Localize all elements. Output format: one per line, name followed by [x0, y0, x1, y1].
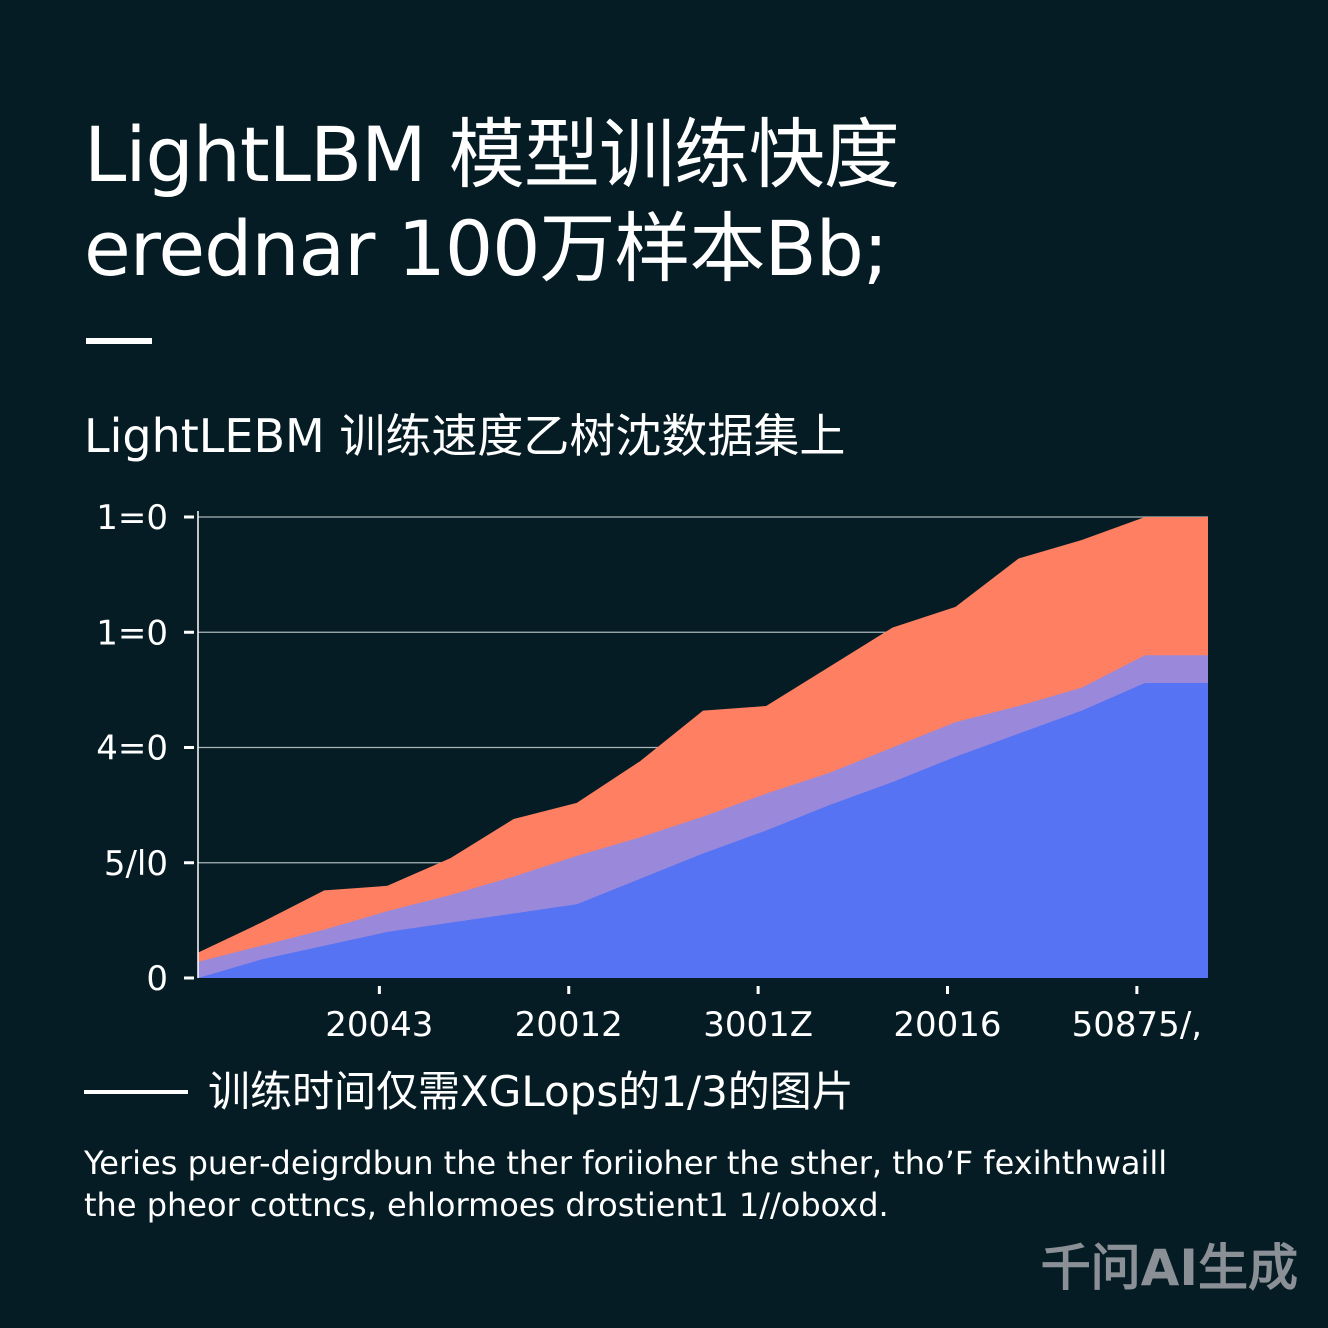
- area-chart: 0 5/l0 4=0 1=0 1=0 20043 20012 3001Z 20016 50875/…: [96, 498, 1208, 1045]
- watermark: 千问AI生成: [1040, 1239, 1298, 1297]
- y-tick-label-1: 5/l0: [104, 844, 168, 884]
- area-series-blue: [198, 682, 1208, 978]
- legend-caption: 训练时间仅需XGLops的1/3的图片: [84, 1066, 854, 1118]
- title-divider: [86, 338, 152, 344]
- x-tick-label-4: 50875/,: [1072, 1005, 1202, 1045]
- x-tick-label-1: 20012: [515, 1005, 623, 1045]
- x-tick-label-0: 20043: [325, 1005, 433, 1045]
- y-tick-label-2: 4=0: [96, 729, 168, 769]
- legend-caption-text: 训练时间仅需XGLops的1/3的图片: [208, 1067, 854, 1116]
- legend-line: [84, 1090, 188, 1094]
- y-tick-label-4: 1=0: [96, 498, 168, 538]
- x-tick-label-2: 3001Z: [703, 1005, 813, 1045]
- body-line-1: Yeries puer-deigrdbun the ther foriioher…: [84, 1144, 1168, 1182]
- y-tick-label-3: 1=0: [96, 613, 168, 653]
- title-line-1: LightLBM 模型训练快度: [84, 110, 900, 199]
- chart-subtitle: LightLEBM 训练速度乙树沈数据集上: [84, 409, 846, 463]
- body-line-2: the pheor cottncs, ehlormoes drostient1 …: [84, 1186, 889, 1224]
- page-title: LightLBM 模型训练快度 erednar 100万样本Bb;: [84, 108, 900, 296]
- x-tick-label-3: 20016: [893, 1005, 1001, 1045]
- body-paragraph: Yeries puer-deigrdbun the ther foriioher…: [84, 1142, 1264, 1226]
- y-tick-label-0: 0: [146, 959, 168, 999]
- title-line-2: erednar 100万样本Bb;: [84, 204, 889, 293]
